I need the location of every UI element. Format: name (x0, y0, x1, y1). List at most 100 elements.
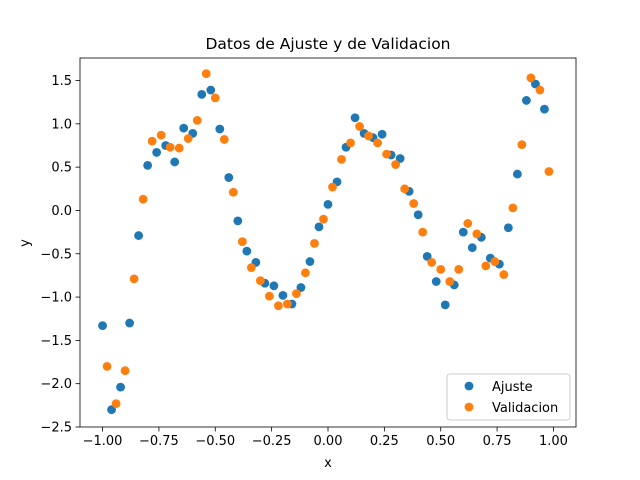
data-point (427, 258, 437, 267)
data-point (242, 246, 252, 256)
data-point (224, 173, 234, 182)
data-point (274, 301, 283, 311)
data-point (337, 154, 346, 164)
data-point (422, 251, 432, 261)
y-tick-label: 1.0 (51, 117, 72, 132)
legend-label: Validacion (492, 401, 558, 416)
legend-box (446, 373, 571, 421)
data-point (111, 399, 121, 409)
data-point (544, 167, 554, 176)
data-point (512, 169, 522, 179)
data-point (413, 210, 423, 220)
data-point (283, 299, 292, 309)
data-point (278, 290, 288, 300)
x-tick-label: 0.25 (370, 434, 399, 449)
data-point (526, 73, 536, 83)
x-tick-label: 0.00 (314, 434, 343, 449)
data-point (116, 382, 125, 392)
x-tick-label: 1.00 (539, 434, 568, 449)
data-point (143, 161, 153, 170)
data-point (170, 157, 180, 167)
legend-marker (464, 402, 474, 412)
data-point (179, 123, 189, 133)
data-point (472, 229, 482, 239)
data-point (431, 277, 441, 286)
data-point (364, 131, 373, 141)
y-tick-label: 0.5 (51, 161, 72, 176)
data-point (531, 79, 540, 89)
data-point (346, 138, 355, 148)
data-point (400, 184, 410, 194)
data-point (323, 199, 333, 209)
data-point (440, 300, 450, 310)
data-point (138, 194, 148, 204)
y-axis-label: y (18, 239, 33, 247)
x-tick-label: −0.50 (195, 434, 235, 449)
data-point (192, 115, 202, 125)
data-point (319, 214, 328, 224)
data-point (314, 222, 324, 232)
data-point (395, 154, 405, 163)
data-point (183, 134, 193, 143)
data-point (292, 289, 301, 299)
data-point (129, 274, 139, 284)
chart-title: Datos de Ajuste y de Validacion (205, 35, 450, 53)
data-point (522, 96, 531, 105)
data-point (152, 148, 162, 157)
x-tick-label: −0.25 (252, 434, 292, 449)
y-tick-label: −0.5 (40, 247, 72, 262)
data-point (458, 227, 468, 237)
data-point (296, 283, 306, 292)
data-point (210, 93, 220, 103)
data-point (197, 89, 207, 99)
data-point (463, 219, 473, 228)
y-tick-label: −1.5 (40, 334, 72, 349)
data-point (269, 281, 279, 291)
x-tick-label: 0.75 (483, 434, 512, 449)
y-tick-label: −2.0 (40, 377, 72, 392)
x-tick-label: 0.50 (426, 434, 455, 449)
data-point (503, 223, 513, 233)
data-point (310, 238, 319, 248)
legend-label: Ajuste (492, 380, 533, 395)
data-point (246, 263, 256, 273)
data-point (255, 276, 265, 286)
data-point (508, 203, 518, 213)
data-point (156, 130, 166, 140)
data-point (305, 257, 315, 266)
plot-area: −1.00 −0.75 −0.50 −0.25 0.00 0.25 0.50 0.75 1.00… (40, 57, 577, 449)
y-tick-label: −1.0 (40, 291, 72, 306)
legend-marker (464, 381, 474, 391)
data-point (233, 216, 243, 226)
data-point (418, 227, 428, 237)
data-point (206, 85, 216, 95)
data-point (174, 143, 184, 153)
data-point (436, 264, 446, 274)
data-point (535, 85, 545, 95)
data-point (373, 138, 382, 148)
data-point (125, 318, 134, 328)
data-point (350, 113, 360, 123)
y-tick-label: 0.0 (51, 204, 72, 219)
y-tick-label: 1.5 (51, 74, 72, 89)
data-point (215, 124, 225, 134)
data-point (301, 268, 310, 278)
data-point (499, 270, 509, 279)
data-point (355, 122, 364, 131)
data-point (219, 135, 229, 144)
data-point (490, 257, 500, 266)
data-point (98, 321, 107, 331)
data-point (382, 149, 392, 159)
series-validacion (102, 69, 554, 409)
data-point (147, 136, 157, 146)
data-point (120, 366, 130, 376)
y-tick-label: −2.5 (40, 421, 72, 436)
x-tick-label: −0.75 (139, 434, 179, 449)
data-point (102, 361, 112, 371)
data-point (201, 69, 211, 78)
legend: Ajuste Validacion (446, 373, 571, 421)
data-point (517, 140, 527, 150)
data-point (377, 129, 387, 139)
x-tick-label: −1.00 (83, 434, 123, 449)
